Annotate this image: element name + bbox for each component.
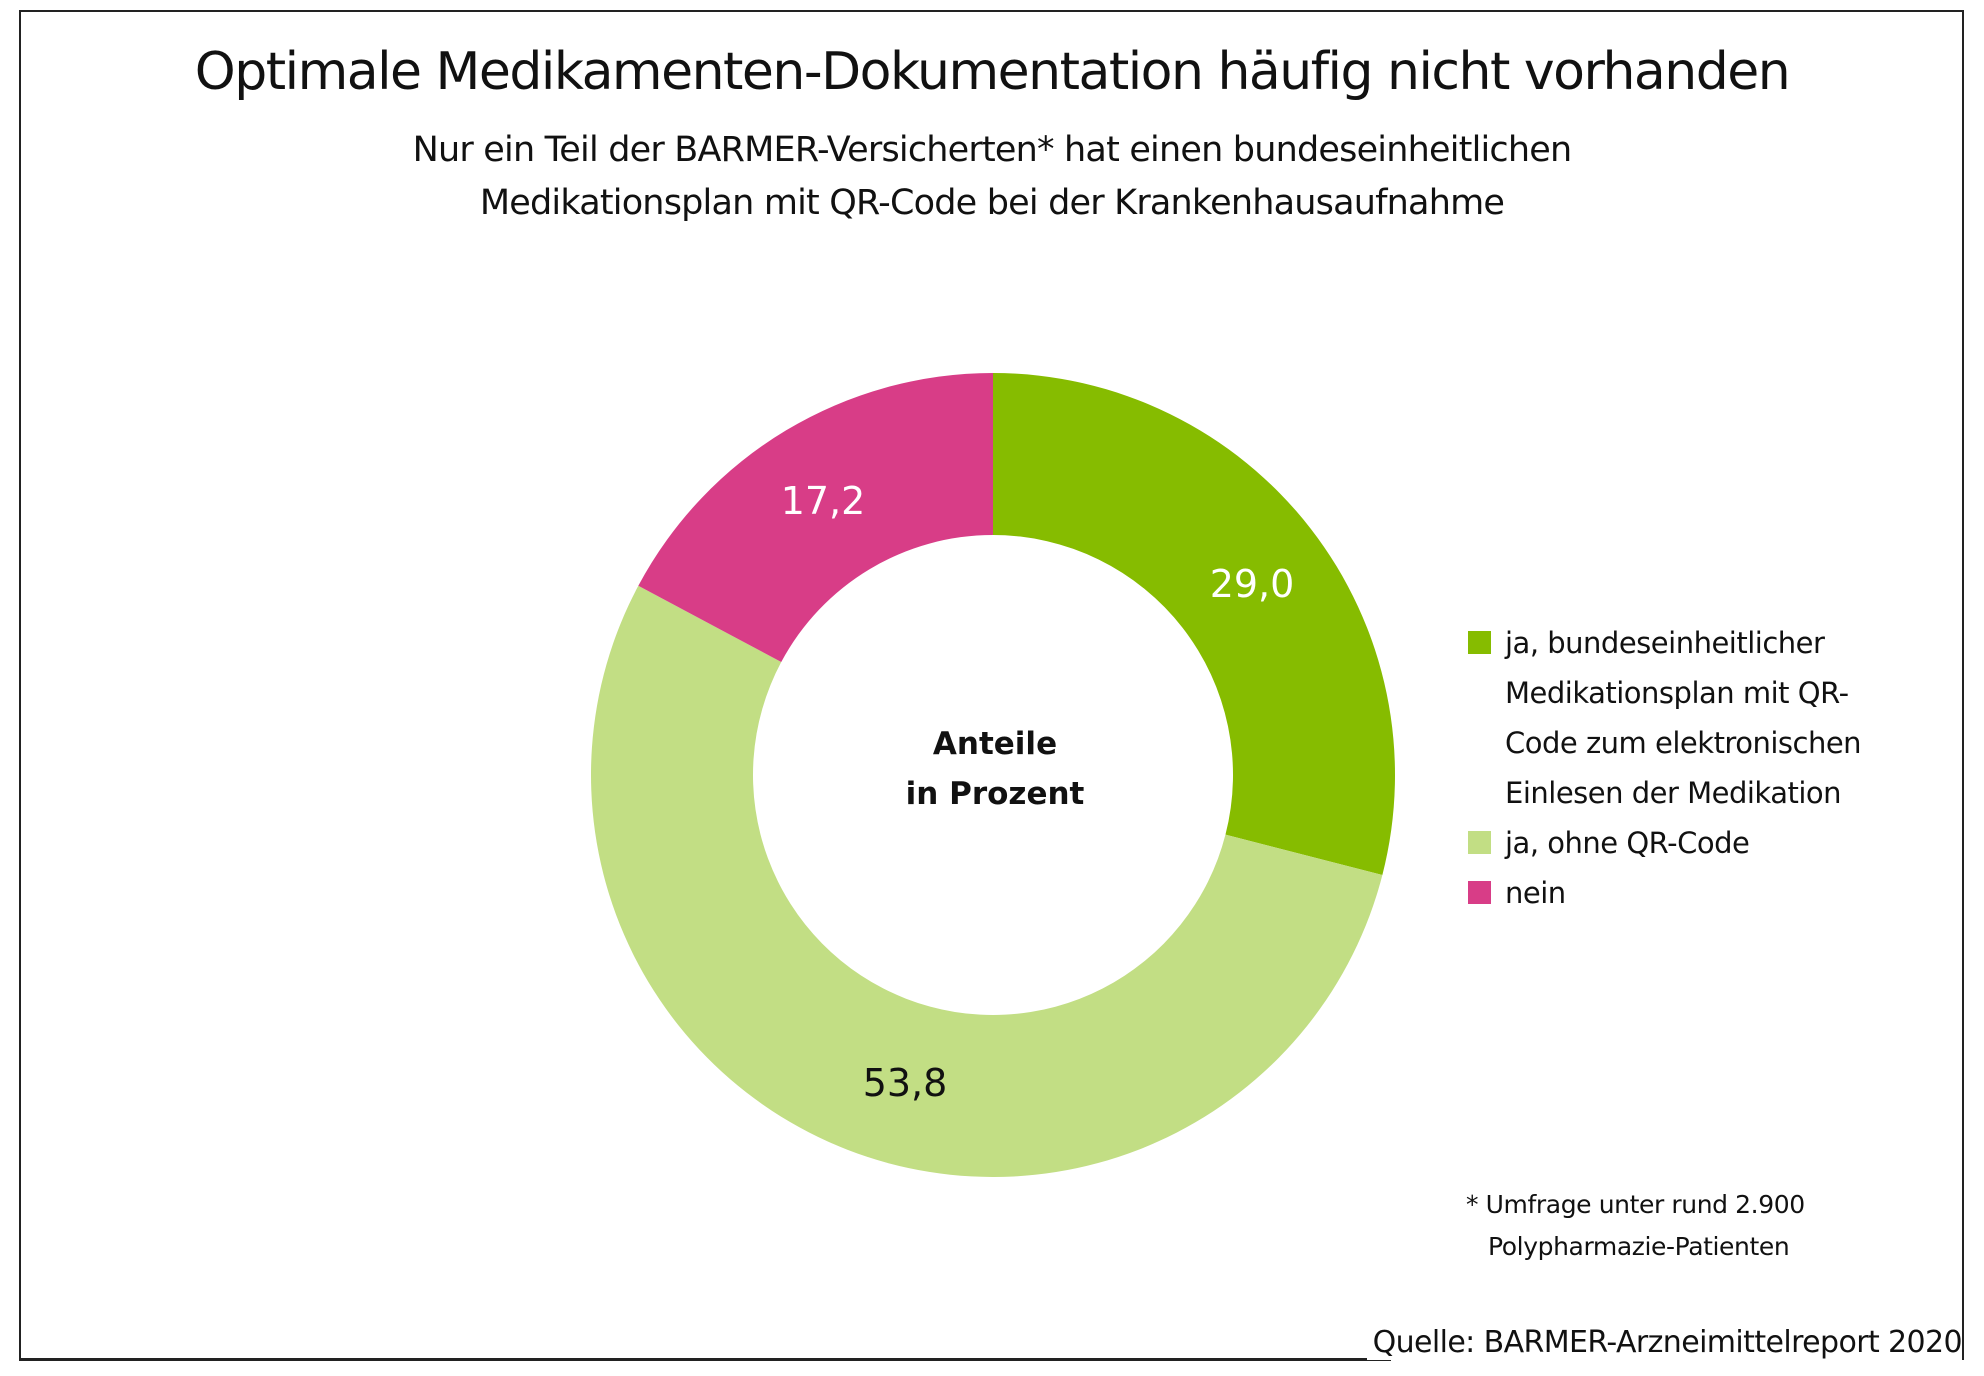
chart-frame xyxy=(19,10,1964,1360)
legend-label: ja, ohne QR-Code xyxy=(1505,818,1750,868)
legend-label-line: ja, ohne QR-Code xyxy=(1505,826,1750,860)
legend-swatch xyxy=(1468,631,1491,654)
legend-label-line: Code zum elektronischen xyxy=(1505,726,1862,760)
slice-value-label: 53,8 xyxy=(863,1061,948,1105)
legend-label-line: ja, bundeseinheitlicher xyxy=(1505,626,1825,660)
chart-subtitle-line-1: Nur ein Teil der BARMER-Versicherten* ha… xyxy=(412,130,1573,170)
legend-label: nein xyxy=(1505,868,1566,918)
donut-slice-1 xyxy=(993,373,1395,875)
center-label-line: in Prozent xyxy=(906,776,1085,812)
legend-label: ja, bundeseinheitlicher Medikationsplan m… xyxy=(1505,618,1862,818)
chart-subtitle-line-2: Medikationsplan mit QR-Code bei der Kran… xyxy=(479,183,1505,223)
legend-label-line: Einlesen der Medikation xyxy=(1505,776,1842,810)
footnote-line-1: * Umfrage unter rund 2.900 xyxy=(1466,1190,1805,1219)
source-note: Quelle: BARMER-Arzneimittelreport 2020 xyxy=(1366,1325,1963,1360)
legend-label-line: nein xyxy=(1505,876,1566,910)
donut-slice-3 xyxy=(638,373,993,663)
legend-swatch xyxy=(1468,881,1491,904)
legend-item: nein xyxy=(1468,868,1861,918)
footnote-line-2: Polypharmazie-Patienten xyxy=(1488,1232,1790,1261)
frame-bottom-line xyxy=(19,1358,1391,1361)
legend: ja, bundeseinheitlicher Medikationsplan m… xyxy=(1468,618,1862,918)
legend-item: ja, bundeseinheitlicher Medikationsplan m… xyxy=(1468,618,1862,818)
center-label-line: Anteile xyxy=(933,726,1057,762)
footnote: * Umfrage unter rund 2.900 Polypharmazie… xyxy=(1466,1184,1805,1268)
slice-value-label: 17,2 xyxy=(781,479,866,523)
slice-value-label: 29,0 xyxy=(1210,562,1295,606)
legend-item: ja, ohne QR-Code xyxy=(1468,818,1861,868)
donut-slice-2 xyxy=(591,585,1383,1177)
legend-swatch xyxy=(1468,831,1491,854)
chart-title: Optimale Medikamenten-Dokumentation häuf… xyxy=(194,42,1791,102)
legend-label-line: Medikationsplan mit QR- xyxy=(1505,676,1849,710)
